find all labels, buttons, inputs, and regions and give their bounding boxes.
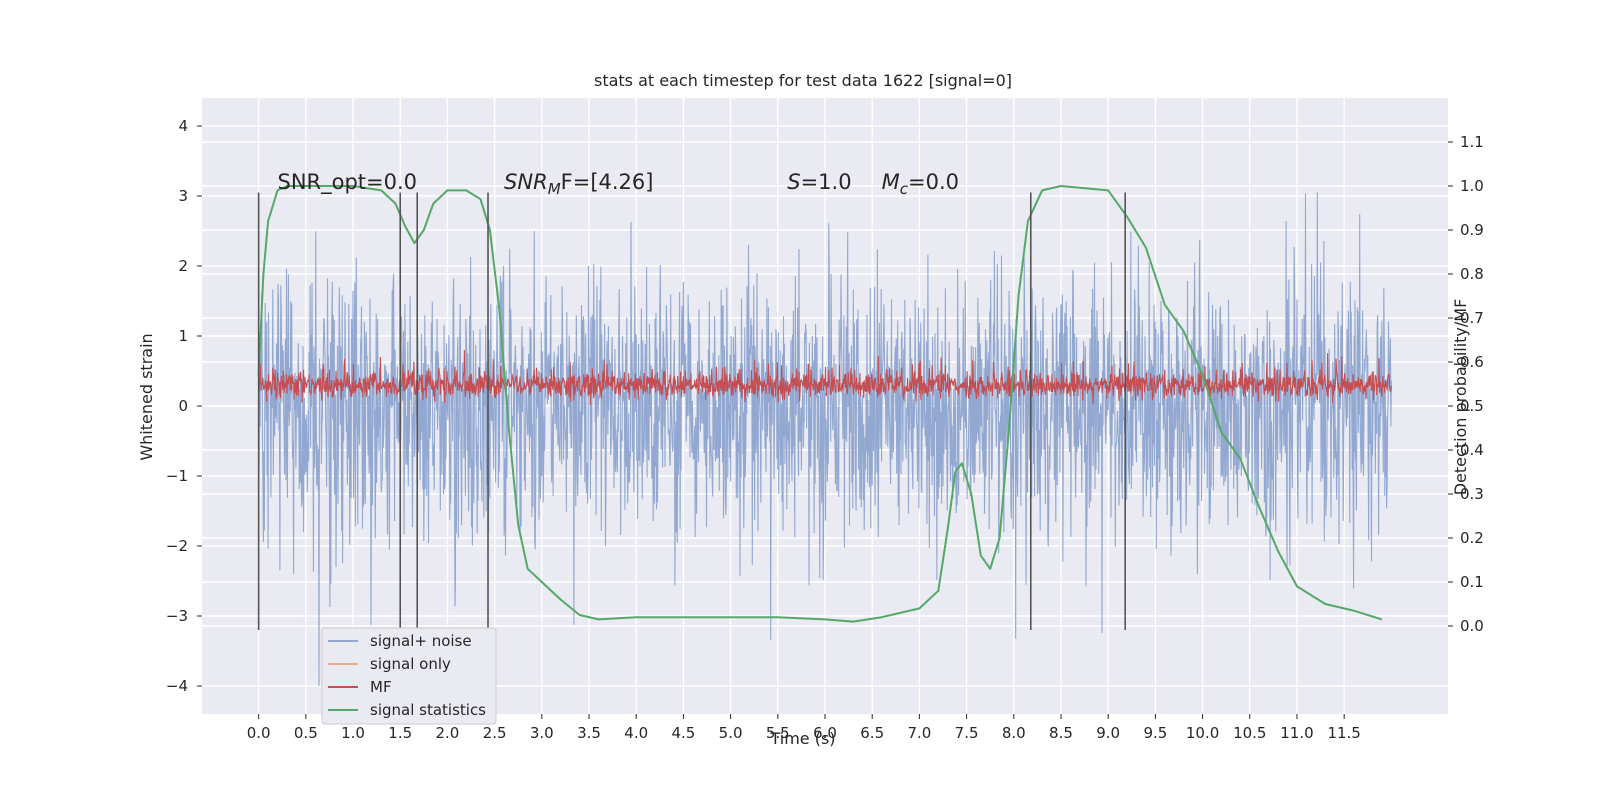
annotation-3: Mc=0.0 [882,170,959,198]
x-tick-label: 3.0 [530,724,554,742]
x-tick-label: 7.5 [955,724,979,742]
annotations: SNR_opt=0.0 SNRMF=[4.26] S=1.0 Mc=0.0 [278,170,959,198]
x-tick-label: 2.0 [435,724,459,742]
series-signal-statistics-line [257,185,1383,623]
chart-title: stats at each timestep for test data 162… [594,71,1012,90]
legend-box [321,627,497,725]
legend-label-signal-only: signal only [370,655,451,673]
x-tick-label: 8.5 [1049,724,1073,742]
x-tick-label: 1.0 [341,724,365,742]
x-tick-label: 11.5 [1327,724,1360,742]
y-tick-label: 2 [178,257,188,275]
y-tick-label: 3 [178,187,188,205]
y-tick-label: 4 [178,117,188,135]
y-tick-label: −2 [166,537,188,555]
x-tick-label: 6.5 [860,724,884,742]
annotation-1: SNRMF=[4.26] [504,170,653,198]
x-axis-label: Time (s) [769,729,835,748]
y-right-tick-label: 0.2 [1460,529,1484,547]
y-right-tick-label: 0.5 [1460,397,1484,415]
y-right-tick-label: 0.3 [1460,485,1484,503]
y-right-tick-label: 0.0 [1460,617,1484,635]
y-tick-label: −1 [166,467,188,485]
x-tick-label: 9.5 [1143,724,1167,742]
y-tick-label: −3 [166,607,188,625]
legend-label-mf: MF [370,678,392,696]
y-right-tick-label: 0.9 [1460,221,1484,239]
y-right-tick-label: 0.8 [1460,265,1484,283]
x-tick-label: 0.5 [294,724,318,742]
x-tick-label: 11.0 [1280,724,1313,742]
y-right-tick-label: 1.1 [1460,133,1484,151]
y-right-tick-label: 0.7 [1460,309,1484,327]
vertical-markers [257,192,1126,630]
legend: signal+ noise signal only MF signal stat… [321,627,497,725]
y-right-tick-label: 1.0 [1460,177,1484,195]
x-tick-label: 1.5 [388,724,412,742]
legend-label-signal-noise: signal+ noise [370,632,472,650]
y-tick-label: −4 [166,677,188,695]
y-right-tick-label: 0.1 [1460,573,1484,591]
axes: 0.0 0.5 1.0 1.5 2.0 2.5 3.0 3.5 4.0 4.5 5.0 5.5 6.0 6… [166,117,1484,742]
y-axis-label: Whitened strain [137,333,156,460]
y-right-tick-label: 0.4 [1460,441,1484,459]
x-tick-label: 8.0 [1002,724,1026,742]
x-tick-label: 6.0 [813,724,837,742]
x-tick-label: 5.5 [766,724,790,742]
legend-label-signal-statistics: signal statistics [370,701,486,719]
x-tick-label: 0.0 [247,724,271,742]
x-tick-label: 9.0 [1096,724,1120,742]
annotation-0: SNR_opt=0.0 [278,170,418,195]
x-tick-label: 4.5 [671,724,695,742]
series-mf-line [258,349,1392,405]
series-layer [257,185,1392,687]
x-tick-label: 10.0 [1186,724,1219,742]
x-tick-label: 3.5 [577,724,601,742]
x-tick-label: 4.0 [624,724,648,742]
x-tick-label: 7.0 [907,724,931,742]
x-tick-label: 10.5 [1233,724,1266,742]
y-tick-label: 1 [178,327,188,345]
x-tick-label: 2.5 [483,724,507,742]
y-right-tick-label: 0.6 [1460,353,1484,371]
grid [202,98,1448,714]
x-tick-label: 5.0 [719,724,743,742]
annotation-2: S=1.0 [787,170,851,194]
y-axis-right-label: Detection probability/MF [1451,299,1470,496]
y-tick-label: 0 [178,397,188,415]
series-signal-noise-line [258,192,1392,687]
